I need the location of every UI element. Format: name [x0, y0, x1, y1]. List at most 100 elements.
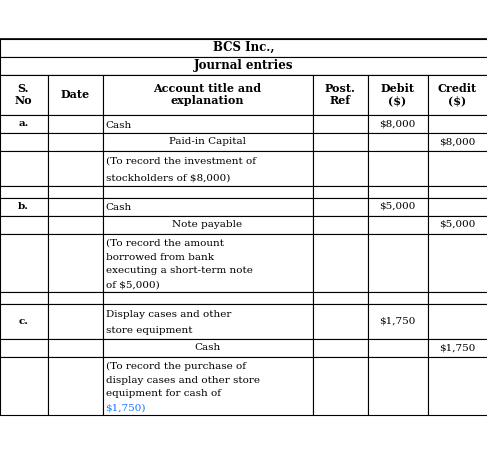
Bar	[48, 338, 102, 357]
Bar	[313, 357, 368, 414]
Bar	[102, 185, 313, 198]
Bar	[428, 291, 487, 304]
Bar	[0, 198, 48, 216]
Bar	[428, 338, 487, 357]
Text: $8,000: $8,000	[379, 119, 416, 128]
Text: $1,750: $1,750	[439, 343, 476, 352]
Bar	[48, 198, 102, 216]
Bar	[428, 216, 487, 233]
Text: Note payable: Note payable	[172, 220, 243, 229]
Bar	[0, 357, 48, 414]
Bar	[48, 216, 102, 233]
Bar	[313, 185, 368, 198]
Bar	[428, 185, 487, 198]
Bar	[0, 57, 487, 74]
Bar	[0, 115, 48, 132]
Text: (To record the amount: (To record the amount	[106, 239, 224, 248]
Text: store equipment: store equipment	[106, 326, 192, 335]
Bar	[0, 216, 48, 233]
Bar	[102, 216, 313, 233]
Text: $5,000: $5,000	[439, 220, 476, 229]
Text: Debit
($): Debit ($)	[380, 82, 414, 106]
Text: of $5,000): of $5,000)	[106, 280, 159, 289]
Bar	[0, 39, 487, 414]
Text: BCS Inc.,: BCS Inc.,	[213, 41, 274, 54]
Bar	[48, 150, 102, 185]
Text: Cash: Cash	[194, 343, 221, 352]
Bar	[368, 291, 428, 304]
Text: display cases and other store: display cases and other store	[106, 376, 260, 385]
Text: Display cases and other: Display cases and other	[106, 310, 231, 319]
Bar	[368, 150, 428, 185]
Text: Journal entries: Journal entries	[194, 59, 293, 72]
Bar	[0, 74, 487, 115]
Bar	[428, 357, 487, 414]
Bar	[313, 198, 368, 216]
Bar	[428, 198, 487, 216]
Text: Cash: Cash	[106, 203, 132, 212]
Bar	[48, 132, 102, 150]
Text: c.: c.	[19, 317, 29, 326]
Bar	[102, 357, 313, 414]
Bar	[0, 185, 48, 198]
Bar	[0, 39, 487, 57]
Bar	[368, 357, 428, 414]
Text: Cash: Cash	[106, 120, 132, 130]
Bar	[313, 150, 368, 185]
Text: Account title and
explanation: Account title and explanation	[153, 82, 262, 106]
Bar	[0, 338, 48, 357]
Text: S.
No: S. No	[15, 82, 32, 106]
Bar	[368, 74, 428, 115]
Text: executing a short-term note: executing a short-term note	[106, 266, 252, 275]
Text: stockholders of $8,000): stockholders of $8,000)	[106, 173, 230, 182]
Bar	[313, 304, 368, 338]
Bar	[428, 74, 487, 115]
Text: b.: b.	[18, 202, 29, 211]
Text: $8,000: $8,000	[439, 137, 476, 146]
Bar	[368, 132, 428, 150]
Bar	[102, 291, 313, 304]
Text: (To record the purchase of: (To record the purchase of	[106, 362, 245, 371]
Bar	[48, 304, 102, 338]
Bar	[313, 291, 368, 304]
Bar	[313, 74, 368, 115]
Bar	[48, 185, 102, 198]
Text: Post.
Ref: Post. Ref	[324, 82, 356, 106]
Bar	[0, 132, 48, 150]
Bar	[48, 291, 102, 304]
Bar	[428, 132, 487, 150]
Bar	[0, 233, 48, 291]
Bar	[368, 233, 428, 291]
Text: $1,750): $1,750)	[106, 403, 146, 412]
Bar	[368, 198, 428, 216]
Bar	[313, 132, 368, 150]
Bar	[428, 233, 487, 291]
Bar	[0, 291, 48, 304]
Bar	[313, 338, 368, 357]
Bar	[368, 216, 428, 233]
Bar	[102, 198, 313, 216]
Bar	[428, 115, 487, 132]
Bar	[0, 304, 48, 338]
Bar	[0, 150, 48, 185]
Bar	[102, 233, 313, 291]
Bar	[102, 115, 313, 132]
Bar	[368, 185, 428, 198]
Bar	[313, 216, 368, 233]
Text: $1,750: $1,750	[379, 317, 416, 326]
Bar	[48, 357, 102, 414]
Bar	[368, 338, 428, 357]
Bar	[48, 115, 102, 132]
Bar	[102, 132, 313, 150]
Text: Paid-in Capital: Paid-in Capital	[169, 137, 246, 146]
Bar	[368, 304, 428, 338]
Text: equipment for cash of: equipment for cash of	[106, 390, 221, 398]
Bar	[368, 115, 428, 132]
Bar	[313, 233, 368, 291]
Bar	[0, 74, 48, 115]
Bar	[428, 150, 487, 185]
Text: a.: a.	[19, 119, 29, 128]
Text: borrowed from bank: borrowed from bank	[106, 253, 213, 262]
Bar	[102, 74, 313, 115]
Bar	[313, 115, 368, 132]
